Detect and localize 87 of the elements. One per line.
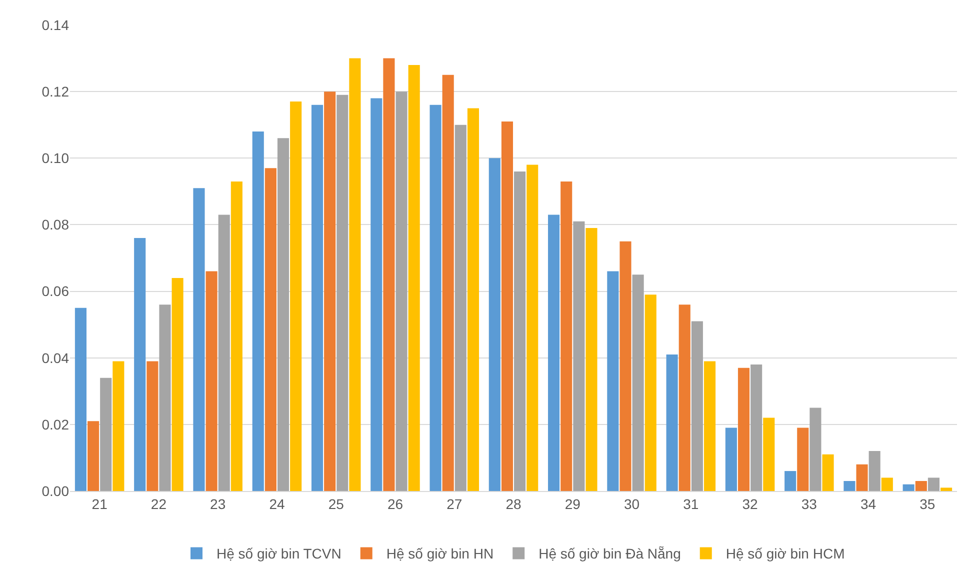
bar bbox=[311, 104, 324, 491]
x-tick-label: 32 bbox=[742, 496, 758, 512]
bar bbox=[725, 428, 737, 491]
bar bbox=[881, 478, 893, 491]
x-tick-label: 29 bbox=[564, 496, 581, 512]
bar bbox=[383, 58, 395, 491]
x-tick-label: 23 bbox=[210, 496, 226, 512]
bar bbox=[915, 481, 927, 491]
bar bbox=[430, 104, 442, 491]
y-tick-label: 0.02 bbox=[42, 416, 70, 432]
bar bbox=[159, 304, 171, 491]
bar bbox=[810, 408, 822, 491]
x-tick-label: 24 bbox=[269, 496, 285, 512]
bar bbox=[112, 361, 124, 491]
bar bbox=[88, 421, 100, 491]
bar bbox=[74, 308, 86, 491]
bar bbox=[172, 278, 184, 491]
bar bbox=[784, 471, 796, 491]
bar bbox=[442, 74, 454, 491]
bar bbox=[230, 181, 242, 491]
bar bbox=[822, 454, 834, 491]
bar bbox=[264, 168, 276, 491]
bar bbox=[396, 92, 408, 491]
x-tick-label: 30 bbox=[624, 496, 640, 512]
y-tick-label: 0.08 bbox=[42, 216, 70, 233]
legend-label: Hệ số giờ bin HN bbox=[386, 546, 494, 562]
bar bbox=[454, 124, 466, 491]
bar bbox=[632, 274, 644, 491]
x-tick-label: 35 bbox=[920, 496, 936, 512]
bar bbox=[607, 271, 619, 491]
bar bbox=[644, 294, 656, 491]
legend-label: Hệ số giờ bin HCM bbox=[726, 546, 845, 562]
x-tick-label: 27 bbox=[446, 496, 462, 512]
bar bbox=[666, 354, 678, 491]
bar bbox=[738, 368, 750, 491]
x-tick-label: 34 bbox=[860, 496, 876, 512]
bar bbox=[336, 94, 348, 491]
bar bbox=[501, 122, 513, 491]
x-tick-label: 21 bbox=[92, 496, 108, 512]
y-tick-label: 0.12 bbox=[42, 83, 70, 100]
bar bbox=[408, 64, 420, 491]
bar bbox=[763, 418, 775, 491]
bar bbox=[277, 138, 290, 491]
bar bbox=[548, 214, 560, 491]
x-tick-label: 33 bbox=[801, 496, 818, 512]
bar bbox=[134, 238, 146, 491]
y-tick-label: 0.04 bbox=[42, 350, 70, 366]
y-tick-label: 0.06 bbox=[42, 283, 70, 300]
bar bbox=[704, 361, 716, 491]
y-tick-label: 0.10 bbox=[42, 150, 70, 166]
bar bbox=[349, 58, 361, 491]
bar bbox=[467, 108, 479, 491]
bar bbox=[193, 188, 205, 491]
y-tick-label: 0.14 bbox=[42, 16, 70, 33]
bar bbox=[586, 228, 598, 491]
bar bbox=[370, 98, 382, 491]
x-tick-label: 25 bbox=[328, 496, 344, 512]
x-tick-label: 31 bbox=[683, 496, 699, 512]
bar bbox=[218, 214, 230, 491]
x-tick-label: 28 bbox=[506, 496, 522, 512]
bar bbox=[797, 428, 809, 491]
legend-label: Hệ số giờ bin TCVN bbox=[216, 546, 342, 562]
y-tick-label: 0.00 bbox=[42, 482, 70, 499]
bar bbox=[940, 488, 952, 491]
bar bbox=[868, 451, 880, 491]
bar bbox=[252, 132, 264, 491]
bar bbox=[488, 158, 500, 491]
bar bbox=[146, 361, 158, 491]
bar bbox=[324, 92, 336, 491]
bar bbox=[206, 271, 218, 491]
bar bbox=[620, 241, 632, 491]
bar bbox=[691, 321, 703, 491]
bar bbox=[902, 484, 914, 491]
bar bbox=[844, 481, 856, 491]
x-tick-label: 26 bbox=[387, 496, 404, 512]
bar bbox=[928, 478, 940, 491]
bar bbox=[290, 102, 302, 491]
bar bbox=[678, 304, 690, 491]
bar bbox=[856, 464, 868, 491]
legend-label: Hệ số giờ bin Đà Nẵng bbox=[538, 546, 681, 562]
bar bbox=[750, 364, 762, 491]
bar bbox=[573, 221, 585, 491]
x-tick-label: 22 bbox=[150, 496, 167, 512]
bar bbox=[526, 164, 538, 491]
bar bbox=[514, 171, 526, 491]
bar bbox=[560, 181, 572, 491]
bar bbox=[100, 378, 112, 491]
